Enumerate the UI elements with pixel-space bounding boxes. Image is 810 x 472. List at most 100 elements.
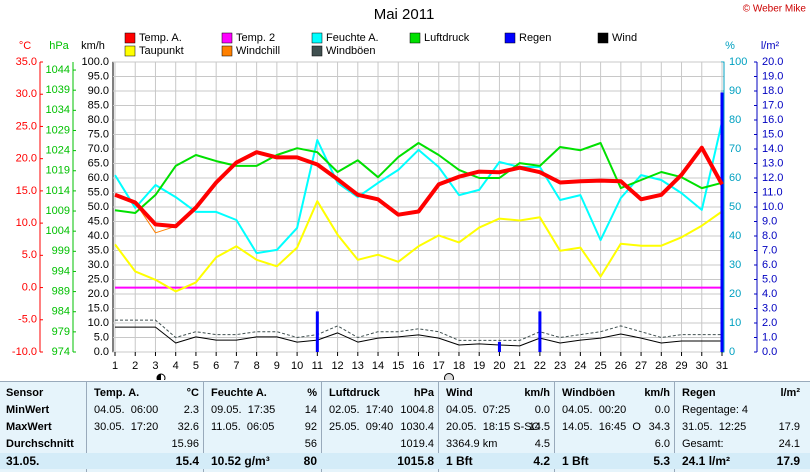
cell-text: 80 xyxy=(303,454,317,468)
y-tick-label: 20.0 xyxy=(762,56,783,68)
cell-text: 17.9 xyxy=(776,454,800,468)
y-tick-label: 35.0 xyxy=(88,244,109,256)
cell-text: % xyxy=(307,387,317,399)
cell-text: 11.05. 06:05 xyxy=(211,421,275,433)
y-tick-label: 1029 xyxy=(46,124,70,136)
y-tick-label: 989 xyxy=(52,285,70,297)
chart-title: Mai 2011 xyxy=(374,6,435,23)
y-tick-label: 1019 xyxy=(46,165,70,177)
cell-text: 04.05. 07:25 xyxy=(446,404,511,416)
rain-bar xyxy=(497,341,501,352)
cell-text: Regen xyxy=(682,387,716,399)
y-tick-label: 40.0 xyxy=(88,230,109,242)
x-tick-label: 30 xyxy=(696,360,708,372)
y-tick-label: 17.0 xyxy=(762,99,783,111)
cell-text: 25.05. 09:40 xyxy=(329,421,394,433)
cell-text: km/h xyxy=(524,387,550,399)
y-tick-label: 979 xyxy=(52,326,70,338)
table-cell: 14.05. 16:45 O 34.3 xyxy=(562,419,670,435)
y-tick-label: 55.0 xyxy=(88,186,109,198)
cell-text: l/m² xyxy=(780,387,800,399)
legend-swatch xyxy=(504,32,516,44)
y-tick-label: -10.0 xyxy=(12,346,37,358)
rain-bar xyxy=(538,311,542,352)
cell-text: 1015.8 xyxy=(397,454,434,468)
cell-text: 0.0 xyxy=(534,404,550,416)
y-tick-label: 4.0 xyxy=(762,288,777,300)
cell-text: Luftdruck xyxy=(329,387,380,399)
cell-text: 20.05. 18:15 S-SO xyxy=(446,421,541,433)
x-tick-label: 2 xyxy=(132,360,138,372)
table-cell: Sensor xyxy=(6,385,82,401)
cell-text: 15.96 xyxy=(171,438,199,450)
y-tick-label: 50 xyxy=(729,201,741,213)
table-cell: Regen l/m² xyxy=(682,385,800,401)
legend-swatch xyxy=(409,32,421,44)
cell-text: °C xyxy=(186,387,199,399)
cell-text: MinWert xyxy=(6,404,50,416)
x-tick-label: 1 xyxy=(112,360,118,372)
column-separator xyxy=(554,382,555,472)
cell-text: 5.3 xyxy=(653,454,670,468)
y-tick-label: 12.0 xyxy=(762,172,783,184)
moon-icon xyxy=(444,373,454,380)
table-cell: 1 Bft 4.2 xyxy=(446,453,550,469)
column-separator xyxy=(203,382,204,472)
y-tick-label: 5.0 xyxy=(22,249,37,261)
table-cell: 31.05. 12:25 17.9 xyxy=(682,419,800,435)
table-cell: 1 Bft 5.3 xyxy=(562,453,670,469)
y-tick-label: 75.0 xyxy=(88,128,109,140)
table-cell: MinWert xyxy=(6,402,82,418)
y-tick-label: 8.0 xyxy=(762,230,777,242)
x-tick-label: 20 xyxy=(493,360,505,372)
y-tick-label: 15.0 xyxy=(16,185,37,197)
y-tick-label: 16.0 xyxy=(762,114,783,126)
cell-text: 32.6 xyxy=(177,421,199,433)
cell-text: hPa xyxy=(413,387,434,399)
x-tick-label: 10 xyxy=(291,360,303,372)
cell-text: MaxWert xyxy=(6,421,52,433)
x-tick-label: 28 xyxy=(655,360,667,372)
y-tick-label: 80.0 xyxy=(88,114,109,126)
y-tick-label: 20.0 xyxy=(16,153,37,165)
y-tick-label: 90.0 xyxy=(88,85,109,97)
table-cell: Luftdruck hPa xyxy=(329,385,434,401)
y-tick-label: 984 xyxy=(52,306,70,318)
y-tick-label: 40 xyxy=(729,230,741,242)
table-cell: Temp. A. °C xyxy=(94,385,199,401)
y-tick-label: 35.0 xyxy=(16,56,37,68)
cell-text: 09.05. 17:35 xyxy=(211,404,276,416)
y-tick-label: 0.0 xyxy=(94,346,109,358)
y-tick-label: 1014 xyxy=(46,185,70,197)
table-cell: 31.05. xyxy=(6,453,82,469)
legend-swatch xyxy=(124,45,136,57)
x-tick-label: 16 xyxy=(412,360,424,372)
cell-text: 31.05. 12:25 xyxy=(682,421,747,433)
cell-text: Windböen xyxy=(562,387,616,399)
credit: © Weber Mike xyxy=(743,4,807,15)
y-tick-label: 80 xyxy=(729,114,741,126)
table-cell: 30.05. 17:20 32.6 xyxy=(94,419,199,435)
cell-text: 0.0 xyxy=(654,404,670,416)
x-tick-label: 25 xyxy=(594,360,606,372)
legend-label: Taupunkt xyxy=(139,45,184,57)
table-cell: Durchschnitt xyxy=(6,436,82,452)
cell-text: Regentage: 4 xyxy=(682,404,749,416)
cell-text: 2.3 xyxy=(183,404,199,416)
cell-text: 14.05. 16:45 O xyxy=(562,421,641,433)
legend-label: Temp. A. xyxy=(139,32,182,44)
rain-bar xyxy=(720,92,724,352)
cell-text: 1004.8 xyxy=(400,404,434,416)
x-tick-label: 31 xyxy=(716,360,728,372)
table-cell: 02.05. 17:40 1004.8 xyxy=(329,402,434,418)
y-tick-label: 50.0 xyxy=(88,201,109,213)
axis-title: hPa xyxy=(49,40,69,52)
table-cell: Feuchte A.% xyxy=(211,385,317,401)
y-tick-label: 6.0 xyxy=(762,259,777,271)
x-tick-label: 24 xyxy=(574,360,586,372)
y-tick-label: 10.0 xyxy=(16,217,37,229)
legend-label: Wind xyxy=(612,32,637,44)
y-tick-label: 85.0 xyxy=(88,99,109,111)
cell-text: 04.05. 00:20 xyxy=(562,404,627,416)
table-cell: 1015.8 xyxy=(329,453,434,469)
